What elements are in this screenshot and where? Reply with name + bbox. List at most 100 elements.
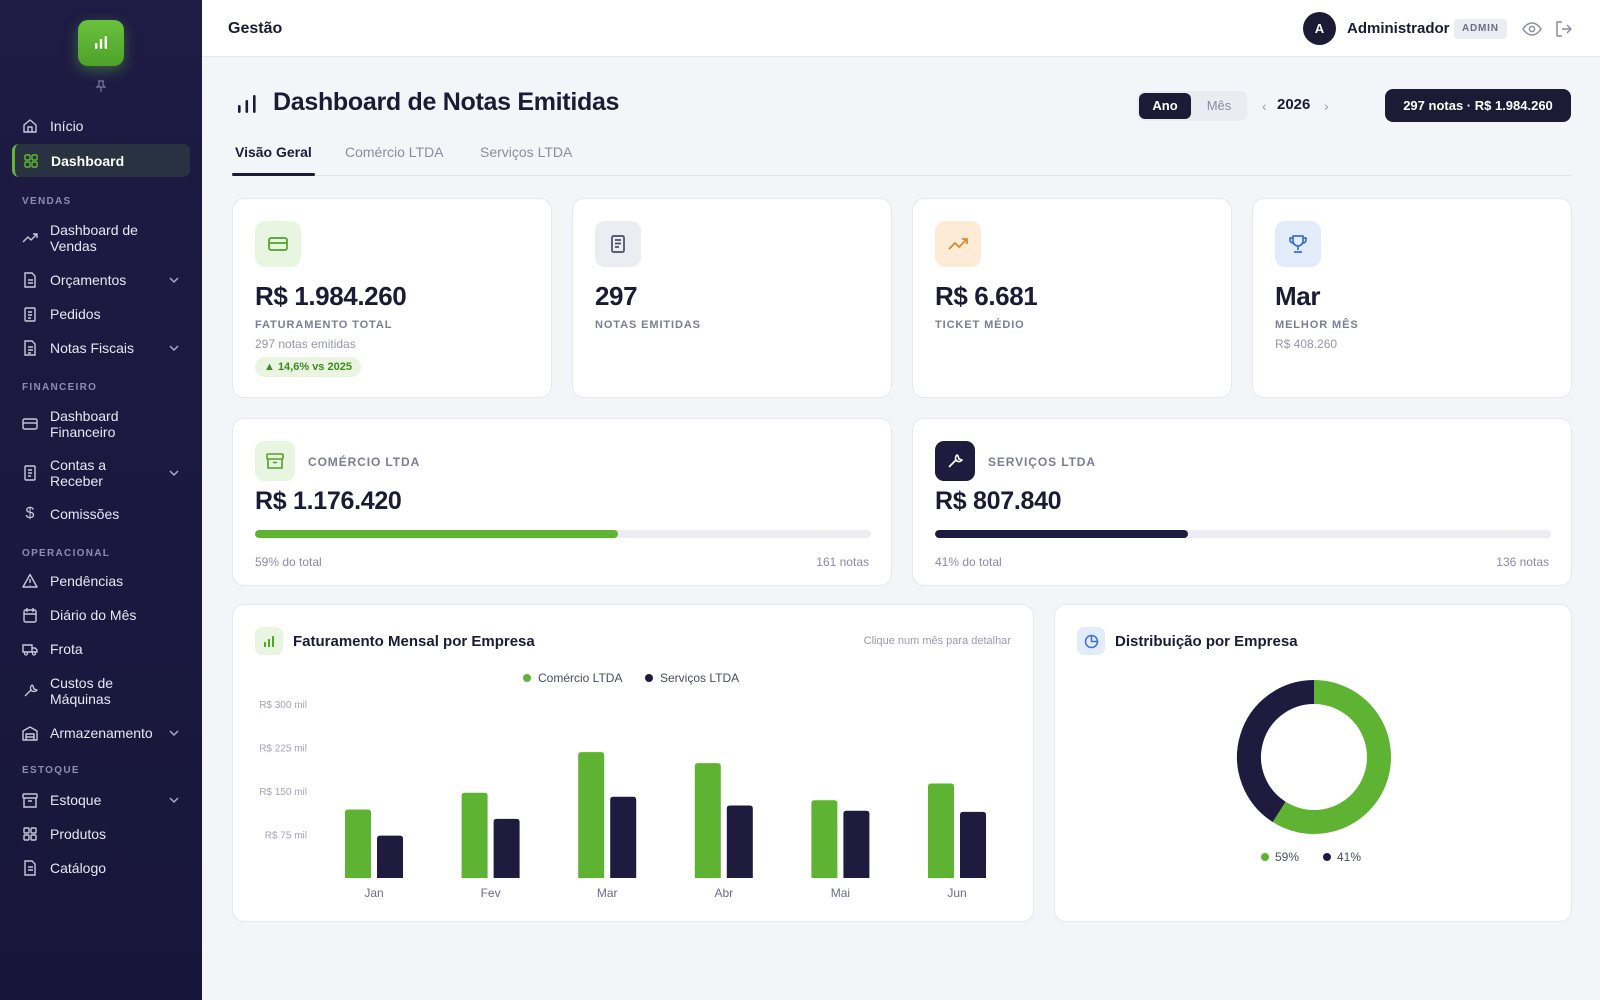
distribution-card: Distribuição por Empresa 59% 41% bbox=[1054, 604, 1572, 922]
sidebar-item-pendencias[interactable]: Pendências bbox=[12, 573, 190, 589]
legend-swatch bbox=[523, 674, 531, 682]
sidebar-item-label: Contas a Receber bbox=[50, 457, 107, 489]
company-count: 161 notas bbox=[816, 555, 869, 569]
bar-chart-icon bbox=[95, 36, 107, 49]
chevron-down-icon[interactable] bbox=[168, 794, 180, 806]
sidebar-item-label: Pedidos bbox=[50, 306, 101, 322]
sidebar-item-label: Comissões bbox=[50, 506, 120, 522]
avatar[interactable]: A bbox=[1303, 12, 1336, 45]
logout-icon[interactable] bbox=[1554, 19, 1574, 39]
truck-icon bbox=[22, 644, 38, 656]
kpi-subtext: R$ 408.260 bbox=[1275, 337, 1338, 351]
app-title: Gestão bbox=[228, 20, 283, 37]
sidebar-item-custos-maquinas[interactable]: Custos de Máquinas bbox=[12, 675, 172, 707]
chevron-down-icon[interactable] bbox=[168, 274, 180, 286]
bar-jan-comercio[interactable] bbox=[345, 809, 371, 878]
top-bar: Gestão A Administrador ADMIN bbox=[202, 0, 1600, 57]
chevron-down-icon[interactable] bbox=[168, 467, 180, 479]
bar-mai-comercio[interactable] bbox=[811, 800, 838, 878]
sidebar-item-comissoes[interactable]: $ Comissões bbox=[12, 506, 190, 523]
year-label: 2026 bbox=[1277, 96, 1311, 113]
donut-slice-comercio[interactable] bbox=[1272, 680, 1391, 834]
kpi-icon-wrap bbox=[595, 221, 641, 267]
bar-fev-comercio[interactable] bbox=[461, 792, 488, 878]
trending-up-icon bbox=[948, 238, 968, 250]
tab-visao-geral[interactable]: Visão Geral bbox=[235, 144, 312, 160]
summary-badge: 297 notas · R$ 1.984.260 bbox=[1385, 89, 1571, 122]
receipt-icon bbox=[611, 235, 625, 253]
kpi-icon-wrap bbox=[1275, 221, 1321, 267]
sidebar-item-label: Dashboard de Vendas bbox=[50, 222, 138, 254]
sidebar-item-dashboard-financeiro[interactable]: Dashboard Financeiro bbox=[12, 408, 172, 440]
sidebar-item-contas-receber[interactable]: Contas a Receber bbox=[12, 457, 190, 489]
chart-icon-wrap bbox=[1077, 627, 1105, 655]
credit-card-icon bbox=[268, 237, 288, 251]
period-ano-button[interactable]: Ano bbox=[1139, 93, 1191, 119]
company-share-bar bbox=[935, 530, 1551, 538]
sidebar-item-frota[interactable]: Frota bbox=[12, 641, 190, 657]
sidebar-item-armazenamento[interactable]: Armazenamento bbox=[12, 725, 190, 741]
sidebar-item-inicio[interactable]: Início bbox=[12, 118, 190, 134]
sidebar-item-label: Notas Fiscais bbox=[50, 340, 135, 356]
period-mes-button[interactable]: Mês bbox=[1206, 98, 1232, 113]
sidebar-item-estoque[interactable]: Estoque bbox=[12, 792, 190, 808]
pin-icon[interactable] bbox=[96, 80, 106, 92]
sidebar-item-dashboard[interactable]: Dashboard bbox=[12, 144, 190, 177]
sidebar-item-label: Diário do Mês bbox=[50, 607, 137, 623]
eye-icon[interactable] bbox=[1522, 19, 1542, 39]
x-tick-label: Jan bbox=[364, 886, 383, 900]
sidebar-item-dashboard-vendas[interactable]: Dashboard de Vendas bbox=[12, 222, 172, 254]
chevron-down-icon[interactable] bbox=[168, 342, 180, 354]
tab-comercio[interactable]: Comércio LTDA bbox=[345, 144, 444, 160]
tab-servicos[interactable]: Serviços LTDA bbox=[480, 144, 573, 160]
bar-jun-servicos[interactable] bbox=[960, 811, 986, 878]
kpi-label: MELHOR MÊS bbox=[1275, 319, 1359, 331]
bar-jan-servicos[interactable] bbox=[377, 835, 403, 878]
user-name[interactable]: Administrador bbox=[1347, 20, 1450, 37]
chart-hint: Clique num mês para detalhar bbox=[863, 635, 1011, 647]
bar-fev-servicos[interactable] bbox=[493, 818, 520, 878]
donut-legend-label: 41% bbox=[1337, 850, 1361, 864]
company-card-servicos[interactable]: SERVIÇOS LTDA R$ 807.840 41% do total 13… bbox=[912, 418, 1572, 586]
x-tick-label: Jun bbox=[947, 886, 966, 900]
kpi-subtext: 297 notas emitidas bbox=[255, 337, 356, 351]
wrench-icon bbox=[948, 454, 963, 468]
next-year-button[interactable]: › bbox=[1324, 98, 1329, 114]
company-card-comercio[interactable]: COMÉRCIO LTDA R$ 1.176.420 59% do total … bbox=[232, 418, 892, 586]
app-logo[interactable] bbox=[78, 20, 124, 66]
sidebar-item-notas-fiscais[interactable]: Notas Fiscais bbox=[12, 340, 190, 356]
sidebar-item-catalogo[interactable]: Catálogo bbox=[12, 860, 190, 876]
kpi-card-ticket: R$ 6.681 TICKET MÉDIO bbox=[912, 198, 1232, 398]
sidebar-item-produtos[interactable]: Produtos bbox=[12, 826, 190, 842]
previous-year-button[interactable]: ‹ bbox=[1262, 98, 1267, 114]
x-tick-label: Mai bbox=[831, 886, 850, 900]
kpi-label: TICKET MÉDIO bbox=[935, 319, 1025, 331]
active-tab-indicator bbox=[232, 173, 315, 176]
bar-mai-servicos[interactable] bbox=[843, 810, 870, 878]
bar-abr-comercio[interactable] bbox=[694, 763, 721, 878]
sidebar-item-pedidos[interactable]: Pedidos bbox=[12, 306, 190, 322]
sidebar-item-orcamentos[interactable]: Orçamentos bbox=[12, 272, 190, 288]
legend-swatch bbox=[645, 674, 653, 682]
chart-title: Distribuição por Empresa bbox=[1115, 633, 1298, 650]
kpi-label: FATURAMENTO TOTAL bbox=[255, 319, 393, 331]
role-badge: ADMIN bbox=[1454, 19, 1507, 39]
calendar-icon bbox=[23, 608, 37, 623]
bar-mar-servicos[interactable] bbox=[610, 796, 637, 878]
section-label-operacional: OPERACIONAL bbox=[22, 548, 111, 559]
y-tick-label: R$ 150 mil bbox=[259, 787, 307, 798]
kpi-icon-wrap bbox=[935, 221, 981, 267]
sidebar-item-label: Frota bbox=[50, 641, 83, 657]
monthly-bar-chart[interactable]: R$ 75 mil R$ 150 mil R$ 225 mil R$ 300 mil J… bbox=[233, 605, 1033, 921]
bar-abr-servicos[interactable] bbox=[726, 805, 753, 879]
chevron-down-icon[interactable] bbox=[168, 727, 180, 739]
chart-icon-wrap bbox=[255, 627, 283, 655]
bar-jun-comercio[interactable] bbox=[928, 783, 954, 878]
kpi-card-notas: 297 NOTAS EMITIDAS bbox=[572, 198, 892, 398]
donut-slice-servicos[interactable] bbox=[1237, 680, 1315, 823]
home-icon bbox=[23, 119, 37, 133]
distribution-donut-chart[interactable]: 59% 41% bbox=[1055, 605, 1571, 921]
chart-title: Faturamento Mensal por Empresa bbox=[293, 633, 535, 650]
sidebar-item-diario[interactable]: Diário do Mês bbox=[12, 607, 190, 623]
bar-mar-comercio[interactable] bbox=[578, 752, 605, 878]
